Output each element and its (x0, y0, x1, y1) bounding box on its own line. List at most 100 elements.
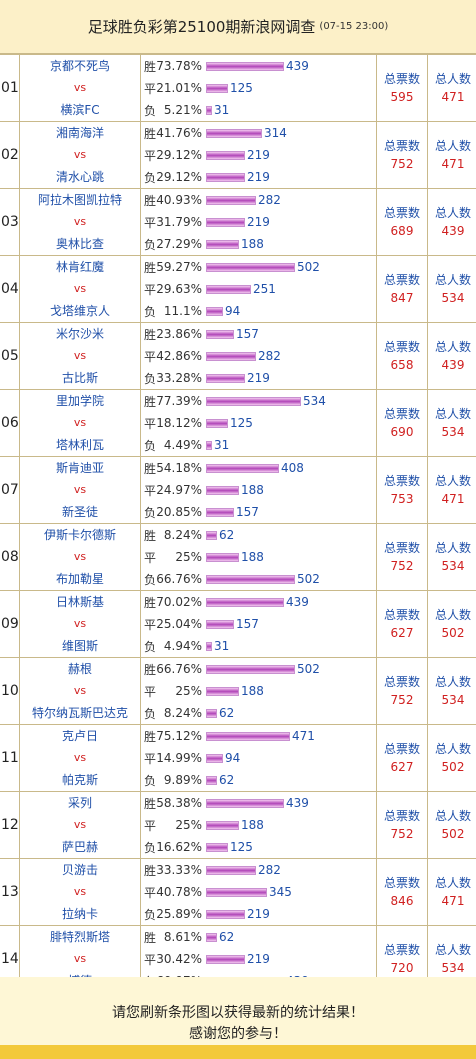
result-label-lose: 负 (144, 773, 157, 788)
result-percent-draw: 21.01% (156, 81, 202, 95)
result-percent-draw: 25% (175, 550, 202, 564)
result-label-lose: 负 (144, 438, 157, 453)
vs-label: vs (73, 550, 87, 563)
total-votes-value: 752 (390, 693, 414, 707)
total-people-label: 总人数 (434, 742, 471, 756)
away-team-link[interactable]: 维图斯 (61, 639, 98, 653)
home-team-link[interactable]: 阿拉木图凯拉特 (37, 193, 122, 207)
home-team-link[interactable]: 米尔沙米 (55, 327, 104, 341)
away-team-link[interactable]: 拉纳卡 (61, 907, 98, 921)
result-percent-draw: 29.12% (156, 148, 202, 162)
result-percent-win: 8.61% (163, 930, 202, 944)
home-team-link[interactable]: 腓特烈斯塔 (49, 930, 110, 944)
result-line-lose: 负 4.94% 31 (144, 635, 376, 657)
result-label-win: 胜 (144, 126, 157, 141)
total-people-label: 总人数 (434, 943, 471, 957)
vote-count-draw: 188 (241, 818, 264, 832)
vote-bar-draw (206, 686, 239, 696)
total-people-label: 总人数 (434, 876, 471, 890)
total-people-cell: 总人数 439 (427, 188, 476, 256)
result-percent-draw: 25.04% (156, 617, 202, 631)
away-team-link[interactable]: 清水心跳 (55, 170, 104, 184)
vote-bar-lose (206, 909, 245, 919)
vote-bar-lose (206, 172, 245, 182)
stats-cell: 胜 77.39% 534 平 18.12% 125 负 4.49% 31 (140, 389, 377, 457)
home-team-link[interactable]: 湘南海洋 (55, 126, 104, 140)
away-team-link[interactable]: 布加勒星 (55, 572, 104, 586)
total-people-label: 总人数 (434, 407, 471, 421)
total-votes-value: 847 (390, 291, 414, 305)
vote-count-lose: 219 (247, 907, 270, 921)
result-percent-draw: 18.12% (156, 416, 202, 430)
teams-cell: 克卢日 vs 帕克斯 (19, 724, 141, 792)
result-line-lose: 负 11.1% 94 (144, 300, 376, 322)
vs-label: vs (73, 617, 87, 630)
away-team-link[interactable]: 新圣徒 (61, 505, 98, 519)
table-row: 06 里加学院 vs 塔林利瓦 胜 77.39% 534 平 18.12% 125 负 4.49% 31… (0, 389, 476, 457)
home-team-link[interactable]: 日林斯基 (55, 595, 104, 609)
total-votes-cell: 总票数 752 (376, 523, 428, 591)
vote-count-win: 62 (219, 930, 235, 944)
away-team-link[interactable]: 古比斯 (61, 371, 98, 385)
table-row: 01 京都不死鸟 vs 横滨FC 胜 73.78% 439 平 21.01% 125 负 5.21% 3… (0, 54, 476, 122)
result-line-lose: 负 33.28% 219 (144, 367, 376, 389)
home-team-link[interactable]: 赫根 (67, 662, 92, 676)
total-votes-label: 总票数 (383, 943, 420, 957)
vote-bar-lose (206, 373, 245, 383)
result-percent-lose: 20.85% (156, 505, 202, 519)
total-people-value: 534 (441, 425, 465, 439)
teams-cell: 京都不死鸟 vs 横滨FC (19, 54, 141, 122)
home-team-link[interactable]: 克卢日 (61, 729, 98, 743)
home-team-link[interactable]: 斯肯迪亚 (55, 461, 104, 475)
away-team-link[interactable]: 帕克斯 (61, 773, 98, 787)
vs-label: vs (73, 885, 87, 898)
vote-count-lose: 62 (219, 773, 235, 787)
teams-cell: 米尔沙米 vs 古比斯 (19, 322, 141, 390)
result-line-win: 胜 40.93% 282 (144, 189, 376, 211)
result-label-draw: 平 (144, 148, 157, 163)
away-team-link[interactable]: 横滨FC (60, 103, 100, 117)
result-line-win: 胜 77.39% 534 (144, 390, 376, 412)
home-team-link[interactable]: 采列 (67, 796, 92, 810)
total-people-value: 471 (441, 157, 465, 171)
result-percent-win: 33.33% (156, 863, 202, 877)
vote-bar-draw (206, 83, 228, 93)
vs-label: vs (73, 148, 87, 161)
total-votes-cell: 总票数 627 (376, 590, 428, 658)
survey-table: 01 京都不死鸟 vs 横滨FC 胜 73.78% 439 平 21.01% 125 负 5.21% 3… (0, 54, 476, 993)
vote-count-lose: 219 (247, 371, 270, 385)
teams-cell: 斯肯迪亚 vs 新圣徒 (19, 456, 141, 524)
result-percent-lose: 4.94% (163, 639, 202, 653)
home-team-link[interactable]: 伊斯卡尔德斯 (43, 528, 116, 542)
vote-count-lose: 31 (214, 438, 230, 452)
total-people-value: 502 (441, 827, 465, 841)
away-team-link[interactable]: 特尔纳瓦斯巴达克 (31, 706, 128, 720)
total-people-cell: 总人数 502 (427, 791, 476, 859)
vote-bar-win (206, 128, 262, 138)
match-number: 09 (0, 590, 20, 658)
home-team-link[interactable]: 京都不死鸟 (49, 59, 110, 73)
result-percent-lose: 66.76% (156, 572, 202, 586)
away-team-link[interactable]: 塔林利瓦 (55, 438, 104, 452)
home-team-link[interactable]: 贝游击 (61, 863, 98, 877)
match-number: 02 (0, 121, 20, 189)
total-people-value: 502 (441, 626, 465, 640)
teams-cell: 采列 vs 萨巴赫 (19, 791, 141, 859)
total-votes-value: 690 (390, 425, 414, 439)
vote-count-lose: 219 (247, 170, 270, 184)
total-votes-cell: 总票数 846 (376, 858, 428, 926)
home-team-link[interactable]: 林肯红魔 (55, 260, 104, 274)
away-team-link[interactable]: 奥林比查 (55, 237, 104, 251)
away-team-link[interactable]: 戈塔维京人 (49, 304, 110, 318)
vote-bar-draw (206, 753, 223, 763)
result-line-draw: 平 18.12% 125 (144, 412, 376, 434)
home-team-link[interactable]: 里加学院 (55, 394, 104, 408)
total-votes-label: 总票数 (383, 876, 420, 890)
match-number: 01 (0, 54, 20, 122)
vote-bar-draw (206, 619, 234, 629)
away-team-link[interactable]: 萨巴赫 (61, 840, 98, 854)
result-percent-win: 77.39% (156, 394, 202, 408)
vote-bar-draw (206, 552, 239, 562)
result-label-win: 胜 (144, 796, 157, 811)
table-row: 07 斯肯迪亚 vs 新圣徒 胜 54.18% 408 平 24.97% 188 负 20.85% 15… (0, 456, 476, 524)
